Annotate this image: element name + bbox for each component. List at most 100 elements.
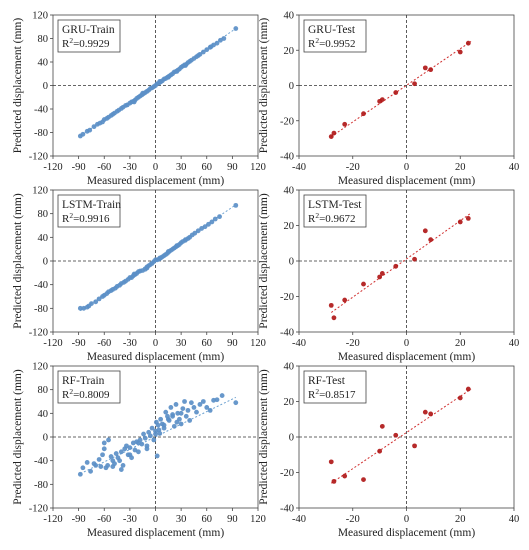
data-point [142, 435, 148, 441]
data-point [207, 407, 213, 413]
x-tick-label: 120 [250, 514, 266, 525]
data-point [168, 405, 174, 410]
x-tick-label: -20 [346, 162, 360, 173]
data-point [195, 53, 201, 58]
data-point [89, 301, 94, 306]
data-point [84, 460, 90, 465]
model-label-box [303, 370, 367, 404]
x-tick-label: 40 [509, 162, 520, 173]
y-axis-label: Predicted displacement (mm) [258, 18, 270, 154]
data-point [170, 413, 175, 419]
data-point [174, 69, 180, 74]
data-point [77, 471, 83, 477]
data-point [412, 443, 417, 449]
data-point [175, 410, 181, 416]
chart-panel-3: -120 -90 -60 -30 0 30 60 90 120 -120 -80 -40 0 40 80 12… [12, 186, 266, 364]
y-tick-label: -40 [280, 504, 294, 515]
data-point [88, 468, 93, 474]
data-point [188, 400, 194, 406]
x-tick-label: -90 [72, 338, 86, 349]
y-tick-label: -20 [280, 116, 294, 127]
y-tick-label: 20 [284, 221, 295, 232]
y-tick-label: -40 [34, 105, 48, 116]
x-tick-label: 40 [509, 338, 520, 349]
x-tick-label: 40 [509, 514, 520, 525]
y-axis-label: Predicted displacement (mm) [12, 369, 24, 505]
y-tick-label: 0 [289, 257, 294, 268]
x-tick-label: 120 [250, 162, 266, 173]
x-tick-label: -40 [292, 162, 306, 173]
y-tick-label: -120 [29, 504, 48, 515]
data-point [131, 99, 137, 105]
data-point [342, 473, 348, 479]
y-tick-label: -40 [34, 456, 48, 467]
y-tick-label: 40 [38, 409, 49, 420]
data-point [157, 431, 163, 436]
x-tick-label: 60 [202, 514, 213, 525]
data-point [233, 202, 239, 208]
r-squared-label: R2=0.9916 [62, 211, 110, 225]
x-tick-label: 0 [153, 338, 158, 349]
y-tick-label: -120 [29, 328, 48, 339]
data-point [157, 255, 163, 261]
x-tick-label: 120 [250, 338, 266, 349]
data-point [428, 237, 434, 243]
y-tick-label: -80 [34, 480, 48, 491]
data-point [144, 265, 150, 271]
x-tick-label: 0 [404, 162, 409, 173]
data-point [208, 44, 214, 50]
data-point [204, 47, 210, 53]
model-label-box [57, 19, 121, 53]
data-point [127, 452, 133, 458]
data-point [180, 406, 186, 411]
y-tick-label: 20 [284, 46, 295, 57]
model-name-label: GRU-Train [62, 24, 115, 36]
r-squared-label: R2=0.9952 [308, 36, 356, 50]
data-point [412, 81, 417, 87]
data-point [101, 440, 107, 446]
data-point [221, 36, 227, 41]
data-point [185, 407, 191, 413]
y-axis-label: Predicted displacement (mm) [12, 193, 24, 329]
x-tick-label: 0 [404, 338, 409, 349]
data-point [214, 40, 220, 46]
data-point [93, 463, 99, 468]
data-point [136, 449, 141, 455]
data-point [393, 90, 399, 95]
x-tick-label: 30 [176, 162, 187, 173]
x-tick-label: -20 [346, 514, 360, 525]
trend-line [330, 41, 472, 138]
model-name-label: RF-Test [308, 375, 346, 387]
data-point [328, 302, 334, 308]
r-squared-label: R2=0.9929 [62, 36, 110, 50]
data-point [465, 386, 471, 392]
data-point [377, 448, 383, 454]
data-point [214, 397, 220, 403]
model-name-label: GRU-Test [308, 24, 356, 36]
trend-line [330, 212, 472, 313]
data-point [379, 97, 385, 102]
x-axis-label: Measured displacement (mm) [338, 351, 475, 363]
data-point [96, 457, 102, 462]
data-point [187, 418, 193, 423]
data-point [192, 230, 198, 236]
data-point [165, 249, 171, 254]
data-point [154, 453, 160, 459]
data-point [233, 26, 239, 31]
data-point [80, 131, 86, 137]
model-label-box [303, 19, 367, 53]
data-point [197, 402, 203, 407]
r-squared-label: R2=0.8517 [308, 387, 356, 401]
data-point [331, 315, 337, 321]
data-point [219, 393, 225, 398]
data-point [342, 121, 348, 127]
chart-panel-6: -40 -20 0 20 40 -40 -20 0 20 40 Measured displacem… [258, 362, 519, 540]
data-point [157, 78, 163, 84]
data-point [178, 421, 184, 427]
x-tick-label: 0 [153, 514, 158, 525]
data-point [200, 49, 206, 55]
trend-line [330, 388, 472, 484]
y-tick-label: 0 [289, 433, 294, 444]
data-point [161, 422, 167, 428]
data-point [158, 416, 164, 422]
